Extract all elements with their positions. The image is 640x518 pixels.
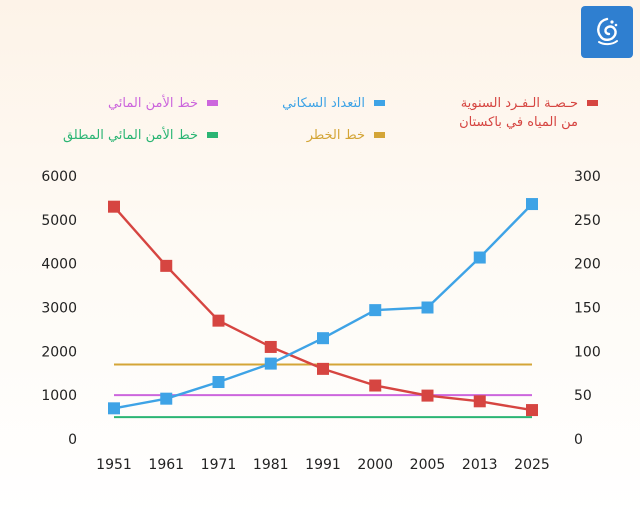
y-left-tick-label: 6000 <box>41 169 77 185</box>
legend-swatch <box>587 100 598 106</box>
chart-legend: حـصـة الـفـرد السنوية من المياه في باكستا… <box>0 0 640 150</box>
y-right-tick-label: 150 <box>574 301 601 317</box>
y-right-tick-label: 200 <box>574 257 601 273</box>
data-point-per_capita-1981 <box>264 340 277 353</box>
y-left-tick-label: 3000 <box>41 301 77 317</box>
legend-label-line: خط الخطر <box>306 128 365 143</box>
data-point-per_capita-2013 <box>473 395 486 408</box>
data-point-per_capita-1951 <box>108 200 120 213</box>
y-left-tick-label: 4000 <box>41 257 77 273</box>
legend-item-population: التعداد السكاني <box>282 94 385 113</box>
legend-label: خط الأمن المائي <box>108 94 198 113</box>
legend-label: خط الخطر <box>307 126 365 145</box>
data-point-population-2025 <box>526 198 538 211</box>
series-line-population <box>113 203 533 410</box>
x-tick-label: 1961 <box>148 457 184 473</box>
y-right-tick-label: 100 <box>574 344 601 360</box>
y-right-tick-label: 0 <box>574 432 583 448</box>
legend-item-absolute: خط الأمن المائي المطلق <box>63 126 218 145</box>
legend-swatch <box>374 100 385 106</box>
x-tick-label: 1971 <box>201 457 237 473</box>
y-left-tick-label: 0 <box>68 432 77 448</box>
x-tick-label: 2013 <box>462 457 498 473</box>
y-right-tick-label: 50 <box>574 388 592 404</box>
data-point-population-1961 <box>160 392 173 405</box>
data-point-per_capita-2025 <box>526 404 538 417</box>
data-point-population-1971 <box>212 376 225 389</box>
data-point-per_capita-2000 <box>369 379 382 392</box>
data-point-population-1981 <box>264 357 277 370</box>
y-left-tick-label: 5000 <box>41 213 77 229</box>
legend-swatch <box>207 132 218 138</box>
legend-label-line: التعداد السكاني <box>282 96 365 111</box>
data-point-population-2000 <box>369 304 382 317</box>
legend-label-line: خط الأمن المائي <box>107 96 198 111</box>
legend-label: خط الأمن المائي المطلق <box>63 126 198 145</box>
legend-label-line: من المياه في باكستان <box>459 115 578 130</box>
legend-item-security: خط الأمن المائي <box>108 94 218 113</box>
legend-swatch <box>207 100 218 106</box>
series-line-per_capita <box>113 205 533 412</box>
data-point-per_capita-2005 <box>421 389 434 402</box>
data-point-population-2013 <box>473 251 486 264</box>
x-tick-label: 1991 <box>305 457 341 473</box>
calligraphy-logo-mark <box>597 17 618 46</box>
x-tick-label: 1951 <box>96 457 132 473</box>
data-point-per_capita-1961 <box>160 259 173 272</box>
legend-label-line: حـصـة الـفـرد السنوية <box>460 96 578 111</box>
legend-item-per_capita: حـصـة الـفـرد السنوية من المياه في باكستا… <box>459 94 598 132</box>
y-right-tick-label: 300 <box>574 169 601 185</box>
data-point-population-1951 <box>108 402 120 415</box>
legend-label: حـصـة الـفـرد السنوية من المياه في باكستا… <box>459 94 578 132</box>
legend-label: التعداد السكاني <box>282 94 365 113</box>
al-jazeera-logo-icon <box>581 6 633 58</box>
legend-label-line: خط الأمن المائي المطلق <box>62 128 198 143</box>
data-point-per_capita-1971 <box>212 314 225 327</box>
x-tick-label: 1981 <box>253 457 289 473</box>
legend-swatch <box>374 132 385 138</box>
x-tick-label: 2025 <box>514 457 550 473</box>
y-left-tick-label: 1000 <box>41 388 77 404</box>
y-right-tick-label: 250 <box>574 213 601 229</box>
y-left-tick-label: 2000 <box>41 344 77 360</box>
legend-item-danger: خط الخطر <box>307 126 385 145</box>
data-point-population-1991 <box>317 332 329 345</box>
data-point-population-2005 <box>421 301 434 314</box>
data-point-per_capita-1991 <box>317 362 329 375</box>
x-tick-label: 2005 <box>410 457 446 473</box>
x-tick-label: 2000 <box>357 457 393 473</box>
